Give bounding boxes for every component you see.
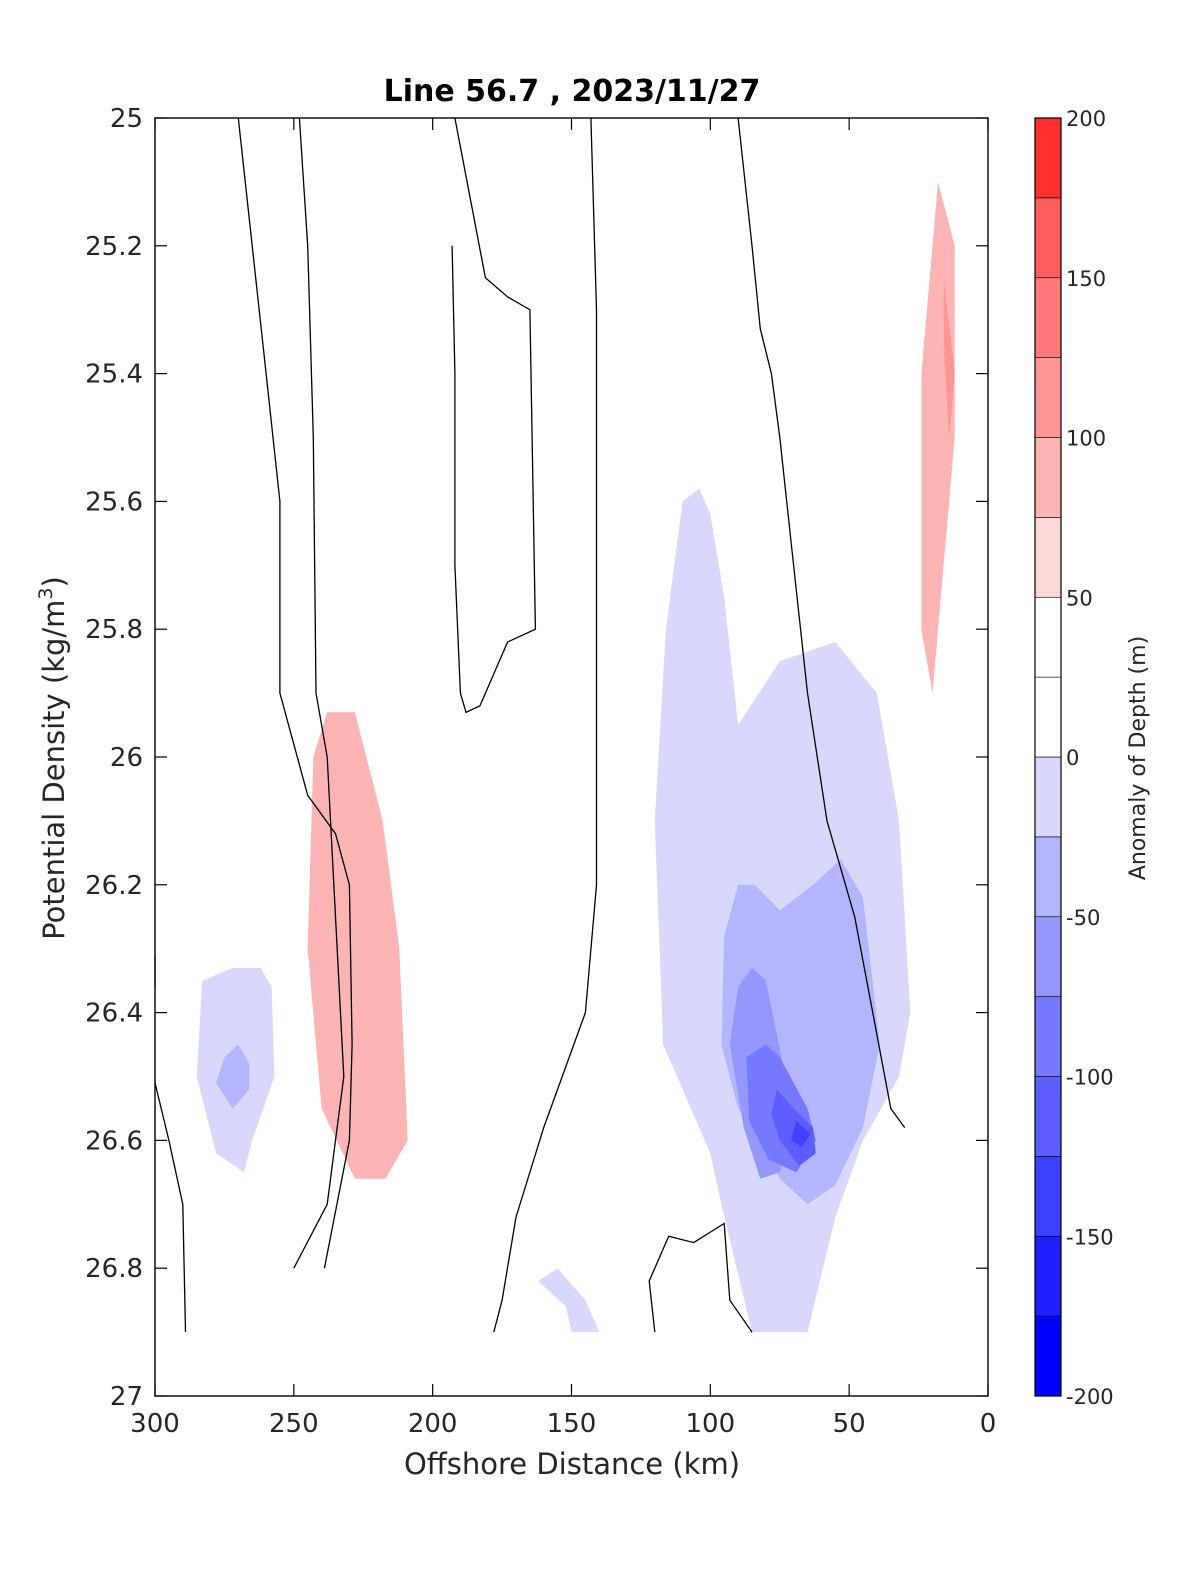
contour-line-5 [493, 117, 598, 1333]
colorbar-band [1034, 437, 1062, 518]
colorbar-band [1034, 277, 1062, 358]
y-axis-label: Potential Density (kg/m3) [35, 576, 71, 940]
y-axis-label-close: ) [37, 576, 71, 587]
colorbar-tick-label: 100 [1066, 427, 1106, 451]
filled-region-13 [216, 1044, 250, 1109]
colorbar-band [1034, 1076, 1062, 1157]
contour-line-6 [737, 117, 906, 1128]
y-tick-label: 26 [110, 743, 143, 773]
colorbar-tick-label: 0 [1066, 746, 1079, 770]
filled-region-10 [771, 1089, 816, 1166]
filled-region-4 [943, 277, 955, 438]
colorbar-label: Anomaly of Depth (m) [1126, 636, 1151, 880]
y-tick-label: 25.6 [85, 487, 143, 517]
colorbar-band [1034, 357, 1062, 438]
contour-line-7 [648, 1222, 753, 1333]
contour-fill-layer [196, 118, 955, 1333]
y-axis-label-superscript: 3 [35, 587, 57, 599]
y-tick-label: 26.4 [85, 999, 143, 1029]
colorbar-tick-label: 50 [1066, 586, 1093, 610]
colorbar-band [1034, 676, 1062, 758]
x-tick-label: 100 [686, 1409, 736, 1439]
y-axis-label-main: Potential Density (kg/m [37, 600, 71, 940]
colorbar-band [1034, 1235, 1062, 1317]
colorbar-tick-label: 150 [1066, 267, 1106, 291]
x-tick-label: 50 [833, 1409, 866, 1439]
filled-region-5 [885, 1127, 911, 1320]
y-tick-label: 26.2 [85, 871, 143, 901]
y-axis: 25 25.2 25.4 25.6 25.8 26 26.2 26.4 26.6 26.8 27 [85, 104, 988, 1412]
colorbar-band [1034, 596, 1062, 678]
y-tick-label: 25.8 [85, 615, 143, 645]
colorbar-band [1034, 117, 1062, 199]
colorbar-band [1034, 756, 1062, 838]
y-tick-label: 26.8 [85, 1254, 143, 1284]
x-tick-label: 200 [408, 1409, 458, 1439]
y-tick-label: 25.4 [85, 360, 143, 390]
colorbar-band [1034, 1156, 1062, 1237]
y-tick-label: 25 [110, 104, 143, 134]
y-tick-label: 27 [110, 1382, 143, 1412]
colorbar-tick-label: -150 [1066, 1225, 1114, 1249]
contour-line-3 [293, 117, 345, 1269]
contour-line-layer [154, 117, 906, 1333]
colorbar-tick-label: -100 [1066, 1066, 1114, 1090]
colorbar: 200 150 100 50 0 -50 -100 -150 -200 [1034, 107, 1114, 1409]
colorbar-tick-label: -50 [1066, 906, 1100, 930]
filled-region-11 [790, 1121, 811, 1147]
contour-line-1 [237, 117, 353, 1269]
colorbar-band [1034, 916, 1062, 997]
colorbar-band [1034, 197, 1062, 279]
colorbar-tick-label: 200 [1066, 107, 1106, 131]
filled-region-14 [538, 1268, 600, 1333]
colorbar-band [1034, 996, 1062, 1077]
x-tick-label: 300 [130, 1409, 180, 1439]
chart-title: Line 56.7 , 2023/11/27 [384, 74, 761, 109]
colorbar-tick-label: -200 [1066, 1385, 1114, 1409]
colorbar-band [1034, 836, 1062, 918]
x-axis-label: Offshore Distance (km) [404, 1447, 740, 1481]
contour-line-4 [451, 117, 537, 714]
filled-region-2 [904, 118, 927, 809]
colorbar-band [1034, 517, 1062, 598]
x-tick-label: 0 [980, 1409, 997, 1439]
contour-line-2 [154, 1082, 187, 1333]
colorbar-frame [1034, 117, 1062, 1397]
y-tick-label: 26.6 [85, 1126, 143, 1156]
x-tick-label: 150 [547, 1409, 597, 1439]
x-tick-label: 250 [269, 1409, 319, 1439]
colorbar-band [1034, 1315, 1062, 1397]
x-axis: 300 250 200 150 100 50 0 [130, 118, 996, 1439]
y-tick-label: 25.2 [85, 232, 143, 262]
